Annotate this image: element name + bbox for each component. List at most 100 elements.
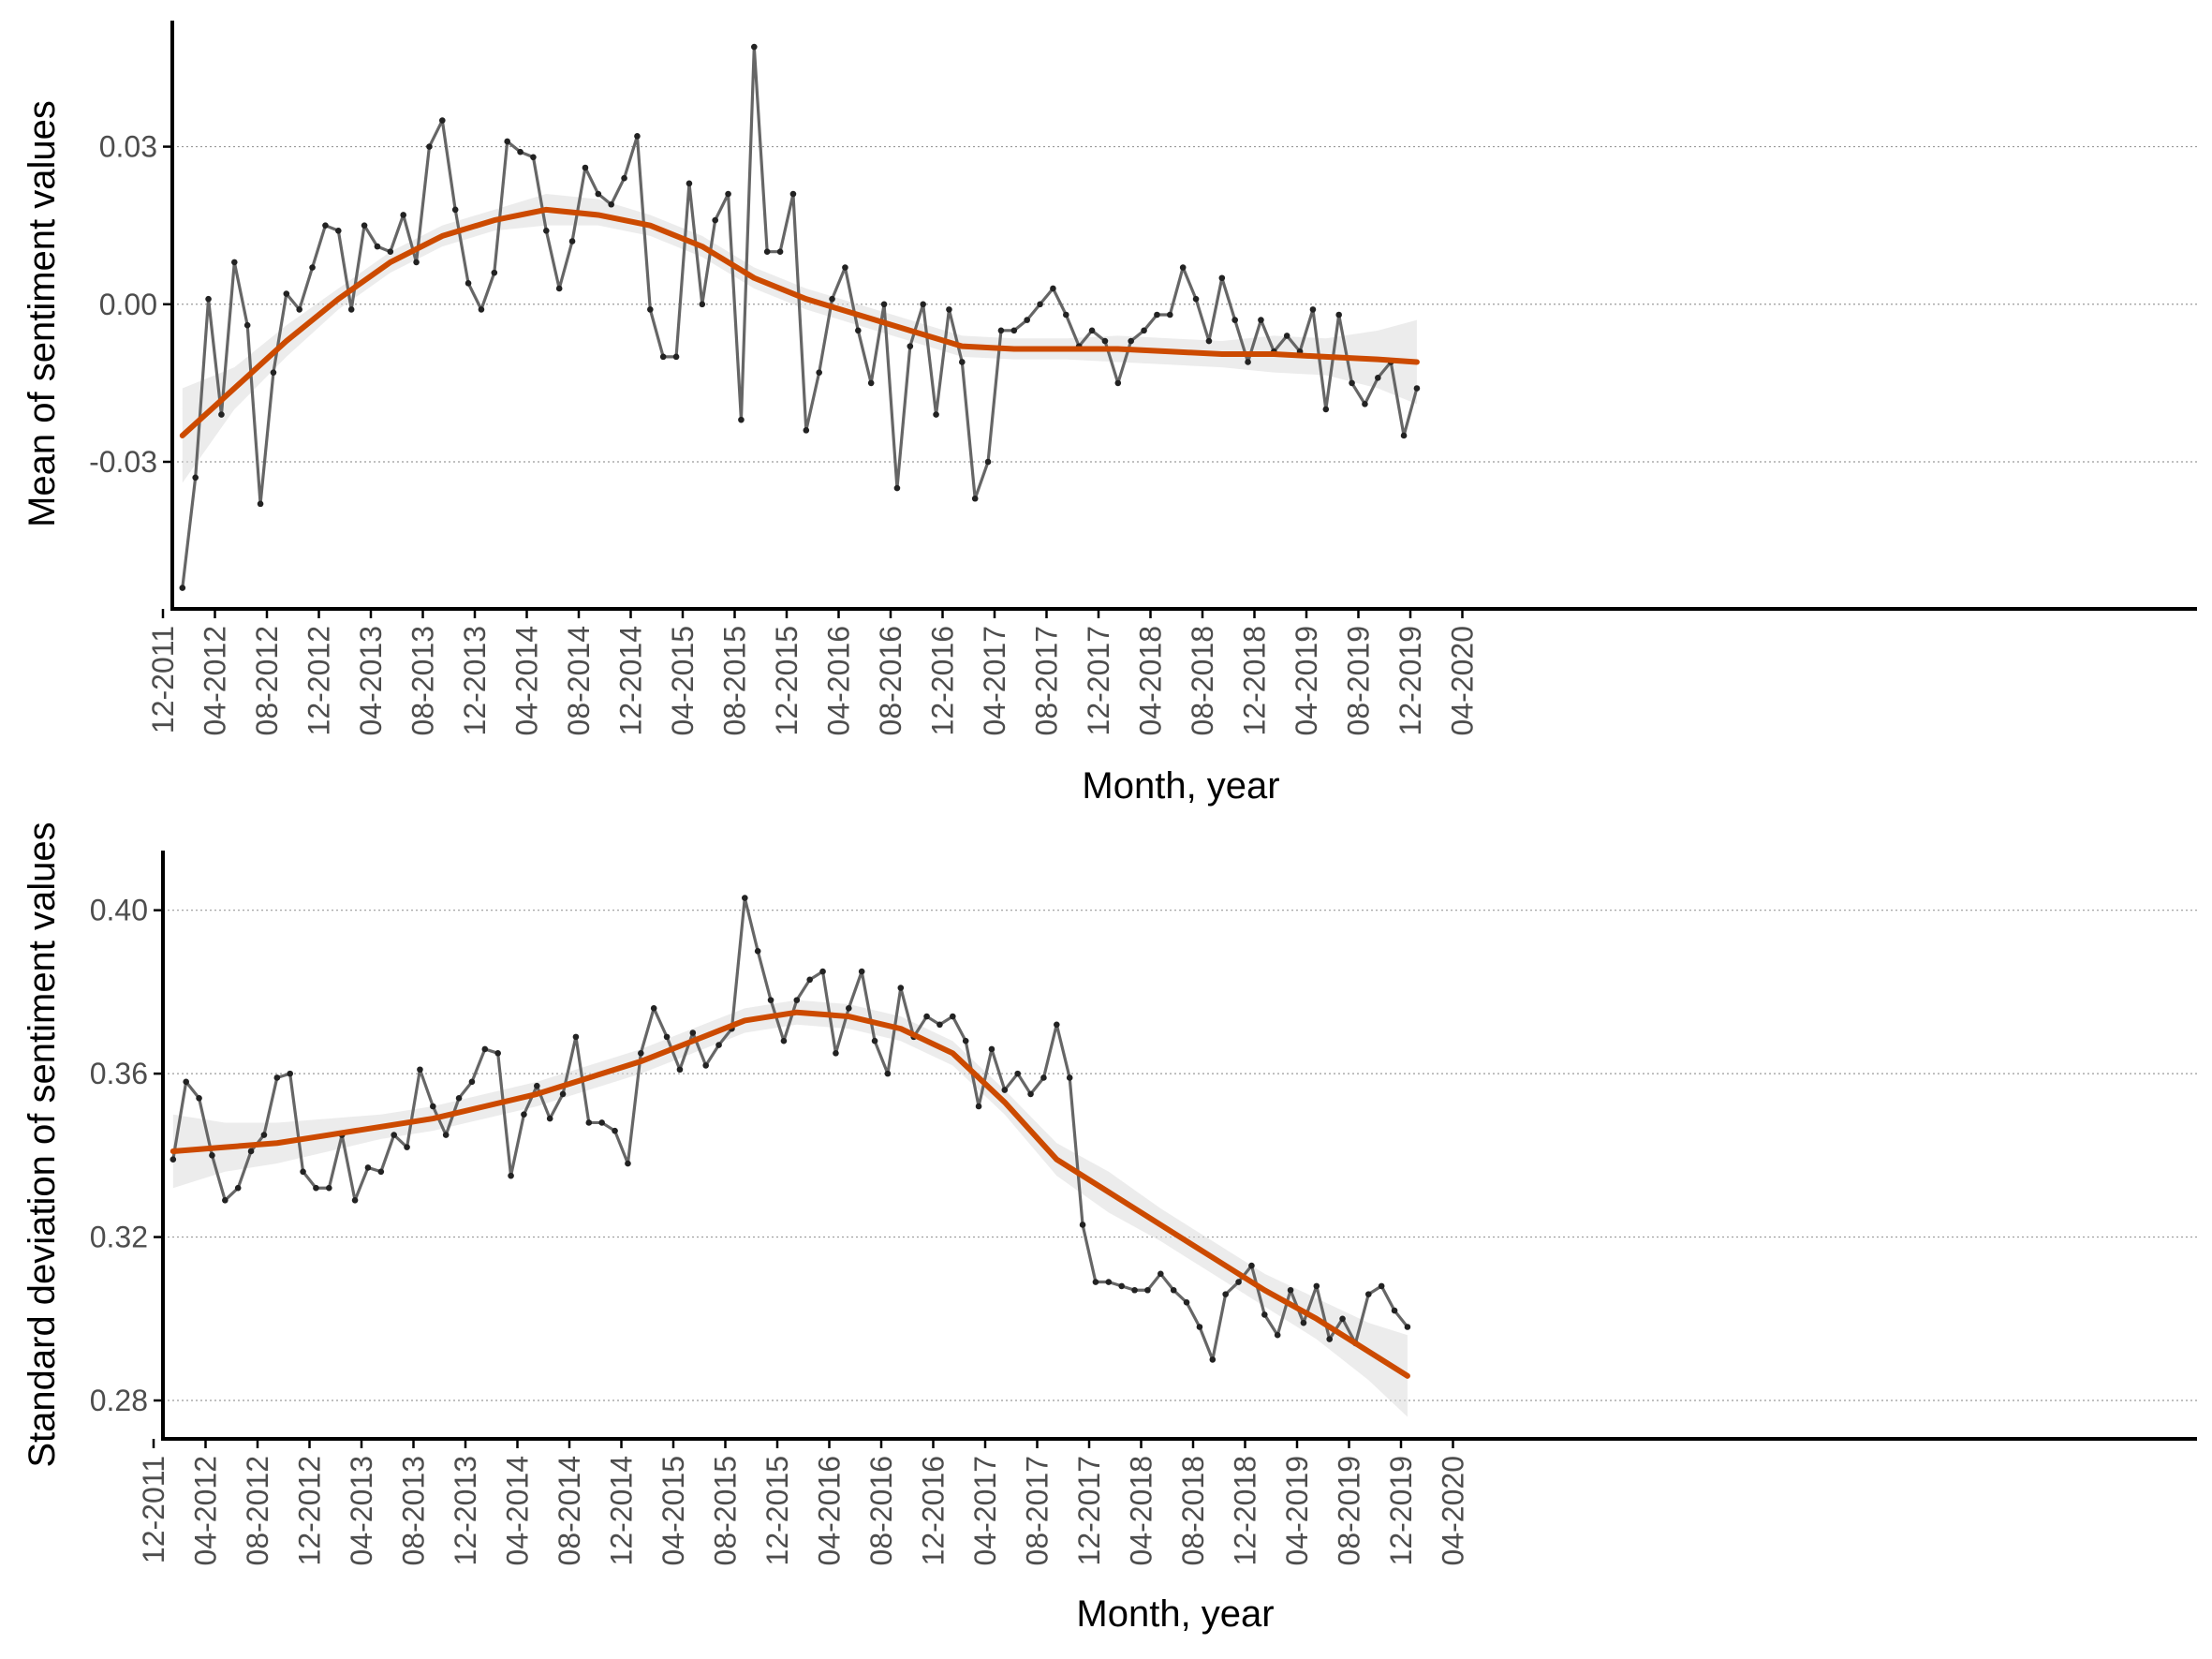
data-point — [725, 190, 731, 198]
data-point — [1196, 1324, 1203, 1330]
smoothed-trend-line — [170, 1009, 1410, 1379]
x-tick-label: 04-2018 — [1134, 626, 1168, 735]
x-tick-label: 12-2016 — [926, 626, 960, 735]
data-point — [296, 306, 302, 313]
data-point — [829, 295, 835, 303]
data-point — [638, 1050, 644, 1057]
x-axis-title: Month, year — [1082, 765, 1279, 807]
data-point — [585, 1119, 593, 1126]
data-point — [659, 353, 667, 361]
data-point — [309, 264, 316, 271]
x-axis-title: Month, year — [1076, 1593, 1274, 1635]
data-point — [387, 248, 394, 256]
data-point — [988, 1045, 995, 1053]
x-tick-label: 04-2015 — [656, 1456, 690, 1565]
x-tick-label: 04-2019 — [1280, 1456, 1314, 1565]
x-tick-label: 12-2018 — [1229, 1456, 1262, 1565]
data-point — [439, 117, 446, 124]
data-point — [1322, 406, 1330, 413]
data-point — [404, 1144, 410, 1150]
data-point — [568, 238, 576, 244]
data-point — [1040, 1074, 1047, 1081]
data-point — [455, 1094, 463, 1102]
data-point — [273, 1074, 281, 1081]
x-tick-label: 08-2017 — [1030, 626, 1064, 735]
data-point — [867, 379, 875, 387]
data-point — [1179, 264, 1187, 271]
data-point — [793, 997, 801, 1003]
y-tick-label: 0.36 — [90, 1057, 148, 1090]
data-point — [663, 1033, 671, 1041]
data-point — [377, 1168, 385, 1176]
data-point — [997, 327, 1005, 334]
data-point — [803, 427, 810, 434]
data-point — [1231, 317, 1238, 323]
y-tick-label: 0.40 — [90, 894, 148, 927]
data-point — [1167, 311, 1173, 318]
data-point — [893, 484, 901, 492]
data-point — [313, 1184, 319, 1192]
data-point — [1014, 1070, 1021, 1077]
data-point — [326, 1184, 332, 1192]
data-point — [1287, 1286, 1294, 1294]
data-point — [1400, 432, 1408, 439]
x-tick-label: 08-2016 — [864, 1456, 898, 1565]
data-point — [413, 259, 420, 266]
y-tick-label: 0.00 — [99, 288, 157, 321]
data-point — [950, 1013, 956, 1020]
data-point — [789, 190, 797, 198]
monthly-sd-points — [170, 895, 1411, 1363]
data-point — [218, 411, 225, 418]
data-point — [907, 343, 914, 349]
data-point — [1258, 317, 1264, 323]
x-axis-ticks: 12-2011 04-2012 08-2012 12-2012 04-2013 08-20… — [137, 1439, 1470, 1565]
data-point — [1313, 1282, 1320, 1290]
data-point — [975, 1103, 982, 1110]
data-point — [205, 295, 212, 303]
data-point — [676, 1066, 684, 1074]
data-point — [183, 1078, 189, 1086]
x-tick-label: 04-2016 — [813, 1456, 847, 1565]
data-point — [1024, 317, 1030, 323]
data-point — [689, 1029, 697, 1036]
data-point — [1063, 311, 1069, 318]
data-point — [598, 1119, 605, 1126]
x-tick-label: 04-2017 — [978, 626, 1011, 735]
data-point — [508, 1172, 514, 1179]
x-tick-label: 12-2012 — [293, 1456, 327, 1565]
x-tick-label: 08-2017 — [1021, 1456, 1054, 1565]
data-point — [855, 327, 862, 334]
data-point — [897, 985, 905, 991]
data-point — [364, 1164, 372, 1171]
data-point — [1144, 1286, 1151, 1294]
data-point — [984, 458, 992, 466]
data-point — [1027, 1090, 1034, 1098]
sd-sentiment-panel: 0.400.360.320.28 12-2011 04-2012 08-2012 12… — [22, 822, 2197, 1635]
data-point — [257, 500, 264, 508]
x-axis-ticks: 12-2011 04-2012 08-2012 12-2012 04-2013 08-20… — [146, 609, 1480, 735]
data-point — [608, 200, 614, 208]
data-point — [243, 321, 251, 329]
data-point — [270, 369, 277, 376]
data-point — [672, 353, 680, 361]
data-point — [555, 285, 563, 292]
smoothed-trend-line — [179, 206, 1420, 438]
data-point — [742, 895, 748, 901]
x-tick-label: 08-2014 — [562, 626, 596, 735]
data-point — [754, 947, 761, 955]
gridlines — [172, 145, 2197, 463]
data-point — [923, 1013, 930, 1020]
data-point — [1274, 1331, 1281, 1339]
data-point — [699, 301, 706, 308]
x-tick-label: 04-2012 — [189, 1456, 223, 1565]
data-point — [712, 216, 718, 224]
data-point — [1335, 311, 1342, 318]
data-point — [819, 968, 826, 975]
data-point — [702, 1062, 709, 1069]
data-point — [625, 1160, 631, 1167]
x-tick-label: 08-2013 — [406, 626, 440, 735]
data-point — [1037, 301, 1043, 308]
y-tick-label: 0.32 — [90, 1221, 148, 1254]
data-point — [491, 269, 498, 276]
data-point — [1192, 295, 1200, 303]
